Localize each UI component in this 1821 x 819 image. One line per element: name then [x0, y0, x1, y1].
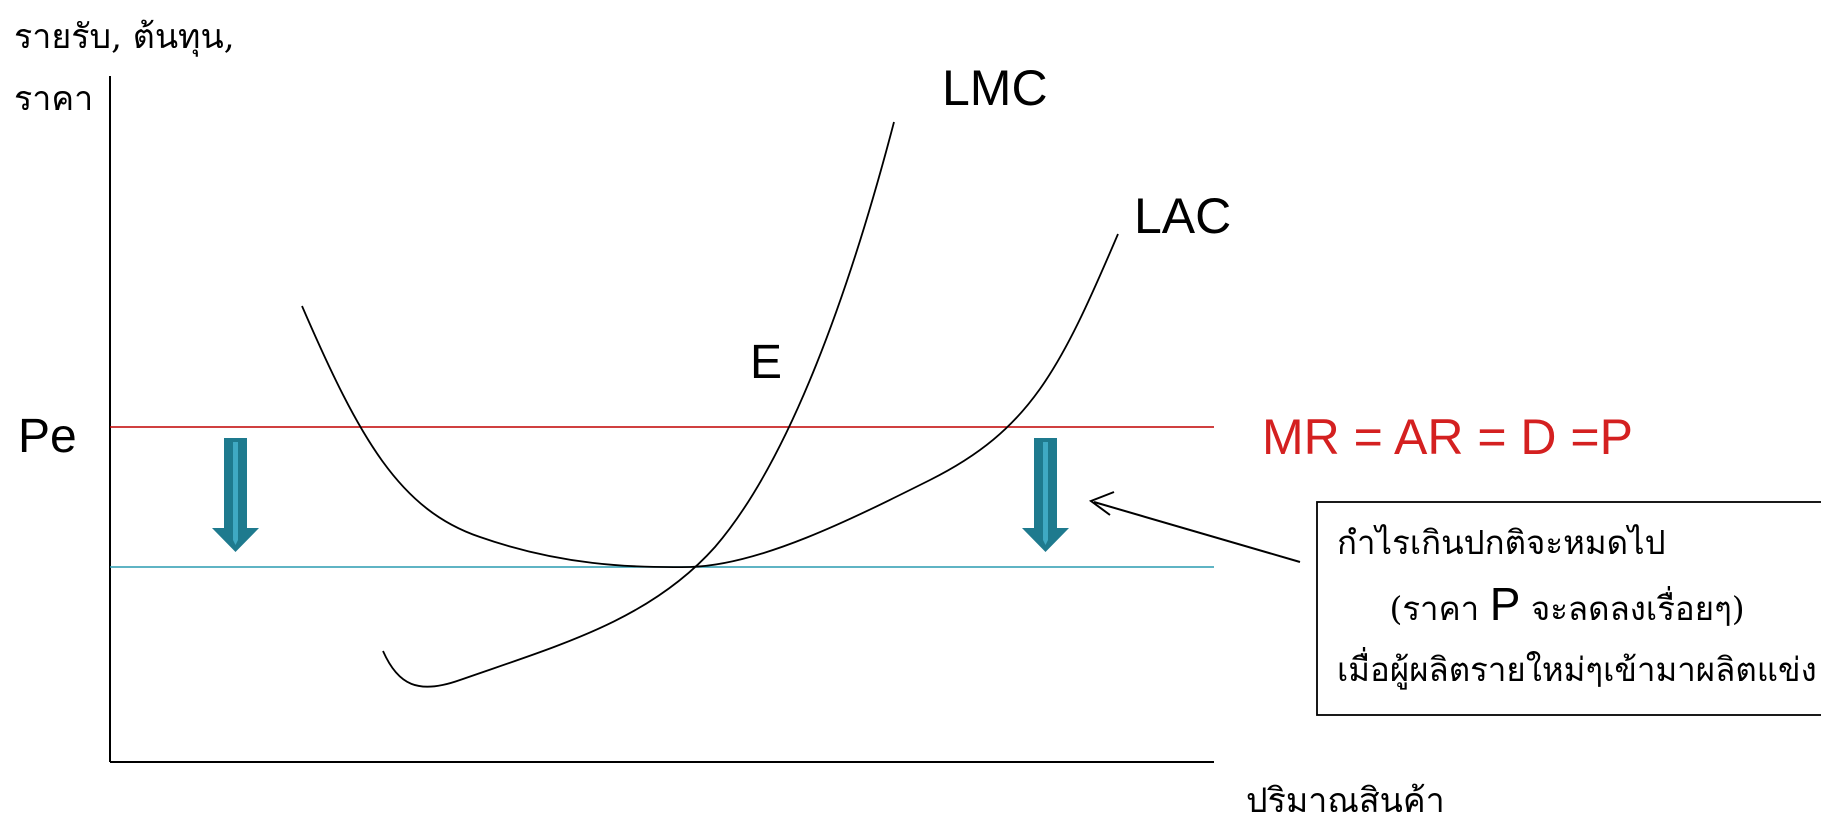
demand-label: MR = AR = D =P [1262, 409, 1633, 465]
note-line3: เมื่อผู้ผลิตรายใหม่ๆเข้ามาผลิตแข่ง [1337, 647, 1817, 690]
y-axis-label-line1: รายรับ, ต้นทุน, [14, 17, 235, 57]
lac-label: LAC [1134, 188, 1231, 244]
y-axis-label-line2: ราคา [14, 79, 93, 119]
equilibrium-label: E [750, 336, 782, 389]
note-line2-p: P [1490, 578, 1521, 630]
lmc-curve [382, 121, 895, 688]
down-arrow-icon [212, 438, 259, 552]
down-arrow-icon [1022, 438, 1069, 552]
note-box [1316, 501, 1821, 716]
lac-curve [301, 233, 1119, 569]
note-line1: กำไรเกินปกติจะหมดไป [1337, 523, 1666, 562]
price-label: Pe [18, 410, 77, 463]
lmc-label: LMC [942, 60, 1048, 116]
note-line2-prefix: (ราคา [1389, 589, 1489, 628]
note-line2-suffix: จะลดลงเรื่อยๆ) [1520, 586, 1744, 628]
pointer-arrow-icon [1088, 491, 1301, 563]
x-axis-label: ปริมาณสินค้า [1246, 781, 1445, 819]
note-line2: (ราคา P จะลดลงเรื่อยๆ) [1337, 578, 1776, 630]
